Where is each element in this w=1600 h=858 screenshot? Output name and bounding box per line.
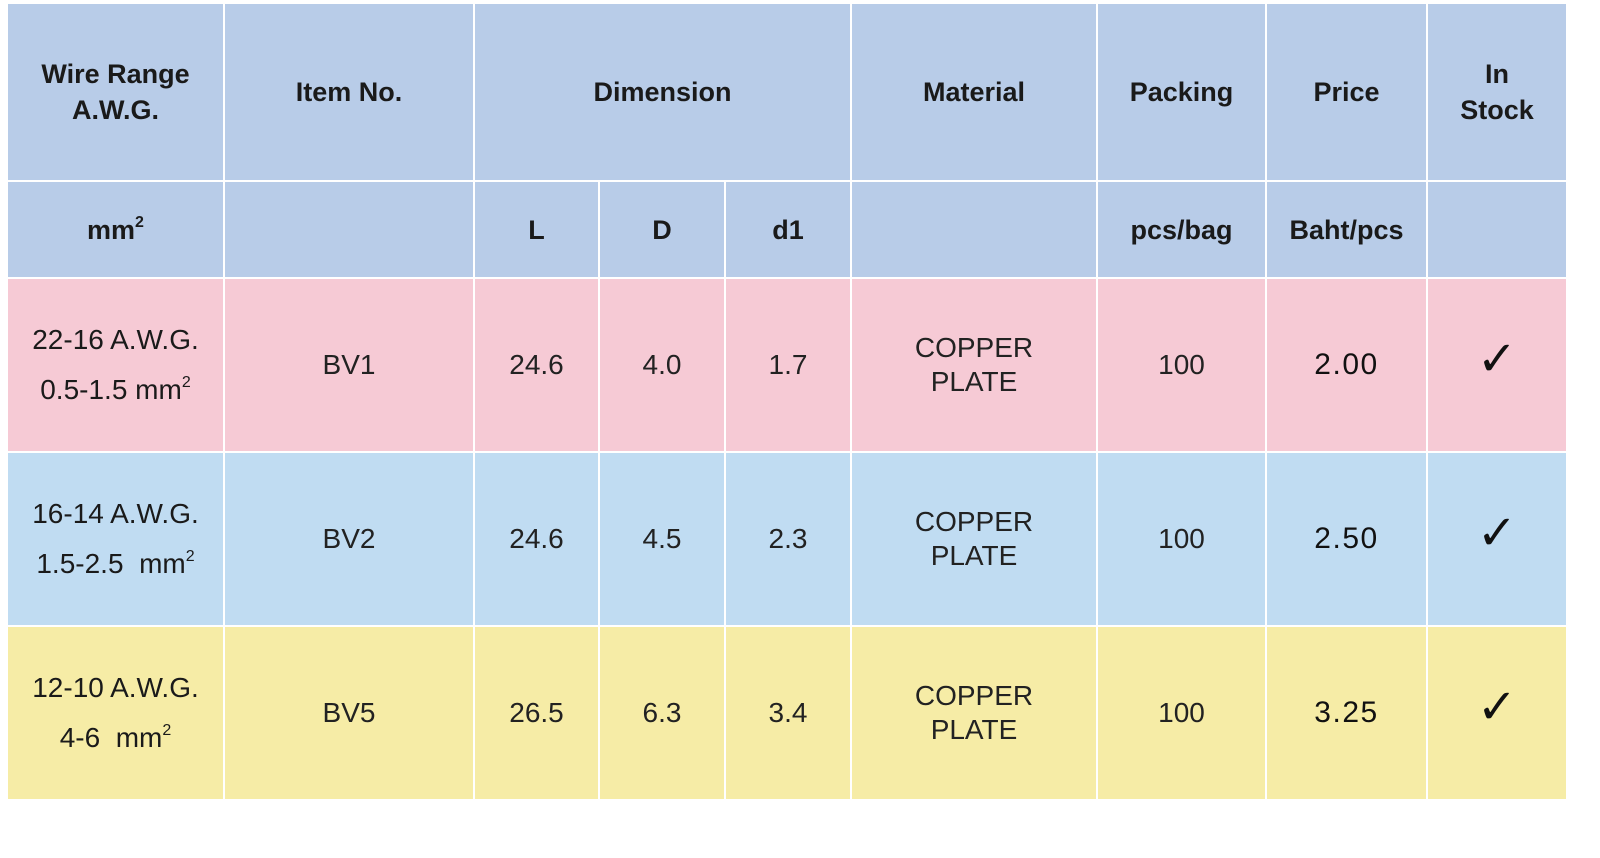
- header-dim-l: L: [473, 180, 600, 279]
- mm-value: 1.5-2.5 mm2: [8, 539, 223, 589]
- header-unit-mm2: mm2: [6, 180, 225, 279]
- awg-value: 12-10 A.W.G.: [32, 672, 199, 703]
- wire-range-cell: 22-16 A.W.G. 0.5-1.5 mm2: [6, 277, 225, 453]
- header-in-stock-unit: [1426, 180, 1568, 279]
- table-row: 22-16 A.W.G. 0.5-1.5 mm2 BV1 24.6 4.0 1.…: [6, 277, 1568, 453]
- header-dimension: Dimension: [473, 2, 852, 182]
- mm-value-text: 0.5-1.5 mm: [40, 374, 182, 405]
- item-no-cell: BV5: [223, 625, 475, 801]
- table-row: 12-10 A.W.G. 4-6 mm2 BV5 26.5 6.3 3.4 CO…: [6, 625, 1568, 801]
- dim-d1-cell: 1.7: [724, 277, 852, 453]
- price-cell: 3.25: [1265, 625, 1428, 801]
- product-spec-table: Wire Range A.W.G. Item No. Dimension Mat…: [6, 2, 1568, 801]
- header-row-units: mm2 L D d1 pcs/bag Baht/pcs: [6, 180, 1568, 279]
- header-unit-mm-sup: 2: [135, 213, 144, 231]
- mm-value-sup: 2: [185, 548, 195, 565]
- material-line2: PLATE: [930, 540, 1018, 571]
- header-in-stock-line2: Stock: [1460, 95, 1534, 125]
- dim-d1-cell: 2.3: [724, 451, 852, 627]
- material-line1: COPPER: [914, 506, 1034, 537]
- in-stock-cell: ✓: [1426, 625, 1568, 801]
- packing-cell: 100: [1096, 625, 1267, 801]
- material-cell: COPPER PLATE: [850, 277, 1098, 453]
- mm-value-sup: 2: [162, 722, 172, 739]
- header-price: Price: [1265, 2, 1428, 182]
- material-line1: COPPER: [914, 332, 1034, 363]
- dim-l-cell: 26.5: [473, 625, 600, 801]
- dim-d-cell: 6.3: [598, 625, 726, 801]
- mm-value: 4-6 mm2: [8, 713, 223, 763]
- header-packing: Packing: [1096, 2, 1267, 182]
- header-in-stock: In Stock: [1426, 2, 1568, 182]
- item-no-cell: BV1: [223, 277, 475, 453]
- header-wire-range-line2: A.W.G.: [72, 95, 159, 125]
- header-price-unit: Baht/pcs: [1265, 180, 1428, 279]
- packing-cell: 100: [1096, 277, 1267, 453]
- check-mark-icon: ✓: [1476, 679, 1518, 735]
- material-cell: COPPER PLATE: [850, 625, 1098, 801]
- header-item-no: Item No.: [223, 2, 475, 182]
- material-line1: COPPER: [914, 680, 1034, 711]
- mm-value-sup: 2: [181, 374, 191, 391]
- header-row-titles: Wire Range A.W.G. Item No. Dimension Mat…: [6, 2, 1568, 182]
- header-material-unit: [850, 180, 1098, 279]
- dim-d-cell: 4.5: [598, 451, 726, 627]
- check-mark-icon: ✓: [1476, 331, 1518, 387]
- awg-value: 16-14 A.W.G.: [32, 498, 199, 529]
- mm-value-text: 4-6 mm: [59, 722, 163, 753]
- mm-value-text: 1.5-2.5 mm: [36, 548, 186, 579]
- check-mark-icon: ✓: [1476, 505, 1518, 561]
- table-row: 16-14 A.W.G. 1.5-2.5 mm2 BV2 24.6 4.5 2.…: [6, 451, 1568, 627]
- price-cell: 2.00: [1265, 277, 1428, 453]
- in-stock-cell: ✓: [1426, 277, 1568, 453]
- header-unit-mm: mm: [87, 214, 136, 245]
- price-cell: 2.50: [1265, 451, 1428, 627]
- header-in-stock-line1: In: [1485, 59, 1509, 89]
- header-material: Material: [850, 2, 1098, 182]
- material-line2: PLATE: [930, 366, 1018, 397]
- header-dim-d: D: [598, 180, 726, 279]
- dim-l-cell: 24.6: [473, 451, 600, 627]
- material-cell: COPPER PLATE: [850, 451, 1098, 627]
- packing-cell: 100: [1096, 451, 1267, 627]
- item-no-cell: BV2: [223, 451, 475, 627]
- header-item-no-unit: [223, 180, 475, 279]
- dim-d-cell: 4.0: [598, 277, 726, 453]
- in-stock-cell: ✓: [1426, 451, 1568, 627]
- header-wire-range: Wire Range A.W.G.: [6, 2, 225, 182]
- wire-range-cell: 16-14 A.W.G. 1.5-2.5 mm2: [6, 451, 225, 627]
- header-wire-range-line1: Wire Range: [41, 59, 190, 89]
- header-packing-unit: pcs/bag: [1096, 180, 1267, 279]
- dim-d1-cell: 3.4: [724, 625, 852, 801]
- awg-value: 22-16 A.W.G.: [32, 324, 199, 355]
- material-line2: PLATE: [930, 714, 1018, 745]
- mm-value: 0.5-1.5 mm2: [8, 365, 223, 415]
- wire-range-cell: 12-10 A.W.G. 4-6 mm2: [6, 625, 225, 801]
- dim-l-cell: 24.6: [473, 277, 600, 453]
- header-dim-d1: d1: [724, 180, 852, 279]
